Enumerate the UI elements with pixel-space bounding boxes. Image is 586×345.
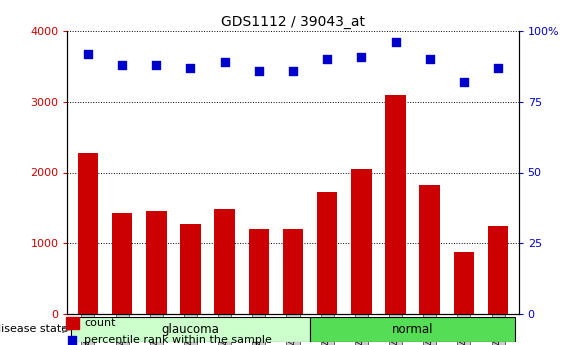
- Point: [391, 40, 400, 45]
- Point: [186, 65, 195, 71]
- Bar: [386, 95, 406, 314]
- Bar: [180, 224, 201, 314]
- Bar: [112, 213, 132, 314]
- Text: normal: normal: [392, 323, 434, 336]
- Bar: [351, 169, 372, 314]
- Bar: [214, 209, 235, 314]
- Point: [220, 59, 229, 65]
- Point: [117, 62, 127, 68]
- Point: [67, 337, 77, 343]
- Point: [254, 68, 264, 73]
- Bar: [77, 153, 98, 314]
- Text: disease state: disease state: [0, 325, 68, 334]
- Bar: [146, 211, 166, 314]
- FancyBboxPatch shape: [71, 317, 310, 342]
- Text: percentile rank within the sample: percentile rank within the sample: [84, 335, 272, 345]
- Bar: [283, 229, 304, 314]
- Bar: [420, 185, 440, 314]
- Point: [493, 65, 503, 71]
- Bar: [488, 226, 509, 314]
- Text: count: count: [84, 318, 116, 328]
- Point: [322, 57, 332, 62]
- Bar: [248, 229, 269, 314]
- Text: glaucoma: glaucoma: [162, 323, 219, 336]
- Point: [152, 62, 161, 68]
- Point: [357, 54, 366, 59]
- Bar: [66, 317, 79, 329]
- Bar: [317, 192, 338, 314]
- Title: GDS1112 / 39043_at: GDS1112 / 39043_at: [221, 14, 365, 29]
- FancyBboxPatch shape: [310, 317, 515, 342]
- Bar: [454, 253, 474, 314]
- Point: [425, 57, 434, 62]
- Point: [288, 68, 298, 73]
- Point: [459, 79, 469, 85]
- Point: [83, 51, 93, 57]
